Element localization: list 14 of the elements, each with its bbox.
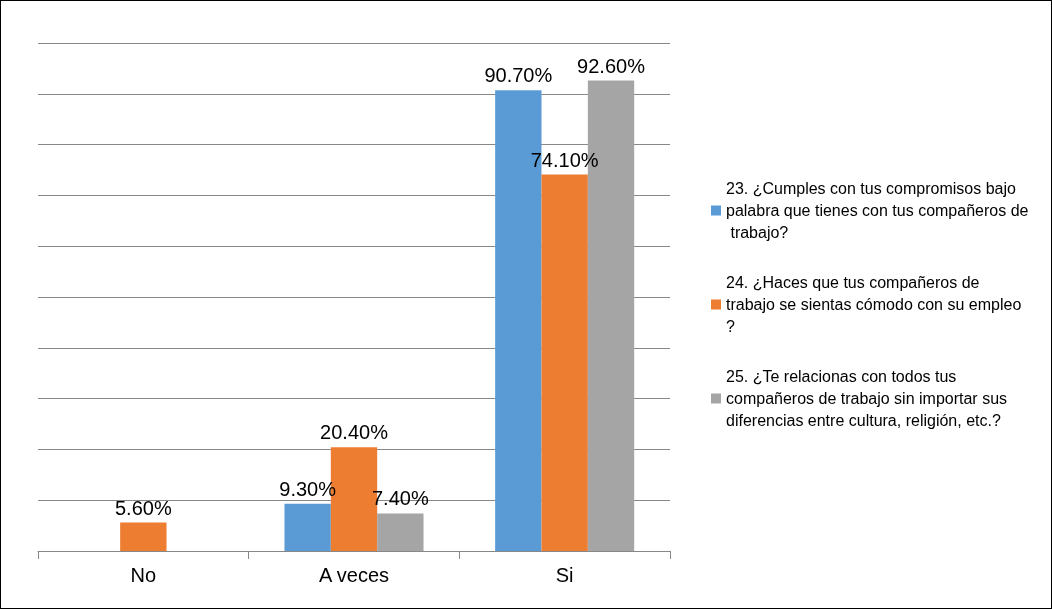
x-tick-label: No: [130, 564, 157, 586]
data-label: 92.60%: [577, 54, 646, 77]
x-tick-label: Si: [555, 564, 574, 586]
data-label: 20.40%: [320, 421, 389, 444]
bar: [377, 513, 424, 551]
legend-label: 25. ¿Te relacionas con todos tus compañeros de trabajo sin importar sus diferencias entre cultura, religión, etc.?: [726, 368, 1012, 429]
legend-label: 24. ¿Haces que tus compañeros de trabajo se sientas cómodo con su empleo?: [726, 274, 1022, 335]
data-label: 90.70%: [484, 64, 553, 87]
bar: [120, 522, 167, 551]
data-label: 5.60%: [114, 496, 172, 519]
x-tick-label: A veces: [318, 564, 390, 586]
bar: [284, 503, 331, 551]
bar: [541, 174, 588, 551]
legend-label: 23. ¿Cumples con tus compromisos bajo palabra que tienes con tus compañeros de trabajo?: [726, 180, 1029, 241]
